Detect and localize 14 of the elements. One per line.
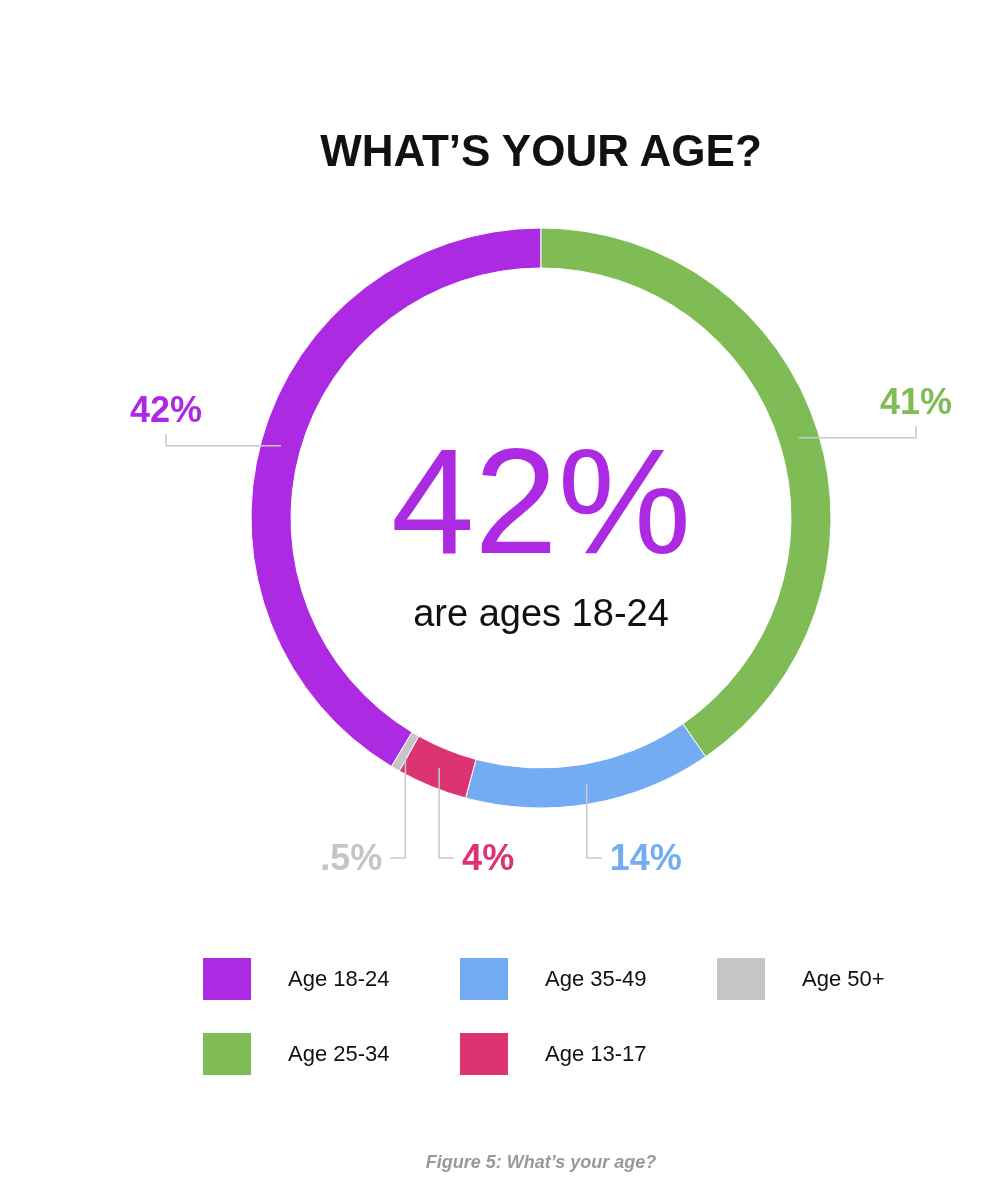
data-label: .5% bbox=[320, 837, 383, 878]
legend-label: Age 18-24 bbox=[288, 966, 390, 991]
data-label: 42% bbox=[129, 388, 203, 430]
chart-title: WHAT’S YOUR AGE? bbox=[320, 126, 762, 175]
legend-label: Age 25-34 bbox=[288, 1041, 390, 1066]
legend-label: Age 50+ bbox=[802, 966, 885, 991]
text: 42% bbox=[390, 417, 692, 585]
legend-label: Age 13-17 bbox=[545, 1041, 647, 1066]
data-label: 41% bbox=[879, 380, 953, 422]
legend-label: Age 35-49 bbox=[545, 966, 647, 991]
caption: Figure 5: What’s your age? bbox=[425, 1152, 657, 1172]
data-label: 14% bbox=[609, 837, 682, 878]
text: are ages 18-24 bbox=[413, 592, 669, 634]
data-label: 4% bbox=[462, 837, 515, 878]
